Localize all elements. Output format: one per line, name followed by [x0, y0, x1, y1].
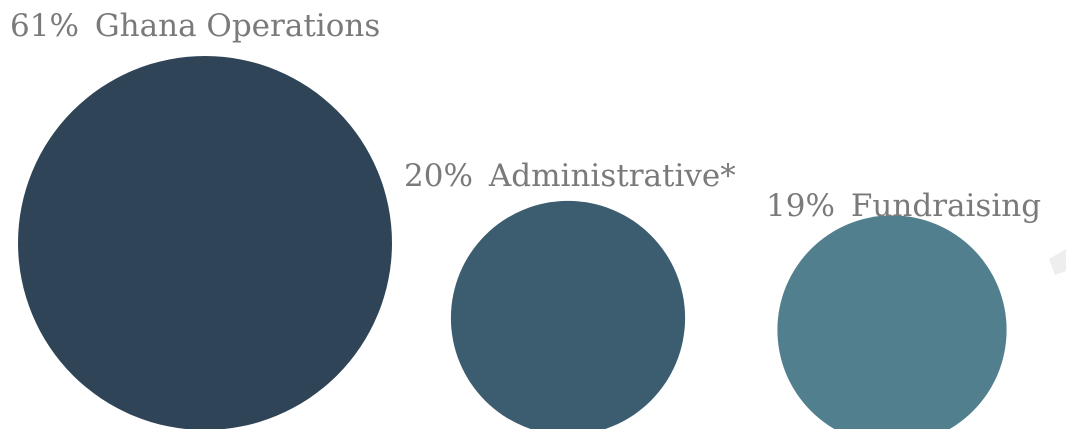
bubble-fundraising — [777, 215, 1007, 429]
category-label: Administrative* — [488, 158, 736, 194]
category-label: Fundraising — [851, 188, 1041, 224]
category-label: Ghana Operations — [95, 8, 380, 44]
bubble-group-fundraising: 19% Fundraising — [766, 188, 1041, 429]
bubble-label-fundraising: 19% Fundraising — [766, 188, 1041, 224]
corner-decoration-mark — [1049, 249, 1066, 275]
percent-label: 61% — [10, 8, 79, 44]
bubble-label-administrative: 20% Administrative* — [404, 158, 736, 194]
bubble-administrative — [450, 200, 686, 429]
percent-label: 19% — [766, 188, 835, 224]
bubble-label-ghana-operations: 61% Ghana Operations — [10, 8, 380, 44]
bubble-group-ghana-operations: 61% Ghana Operations — [10, 8, 392, 429]
percent-label: 20% — [404, 158, 473, 194]
bubble-ghana-operations — [18, 56, 392, 429]
bubble-group-administrative: 20% Administrative* — [404, 158, 736, 429]
